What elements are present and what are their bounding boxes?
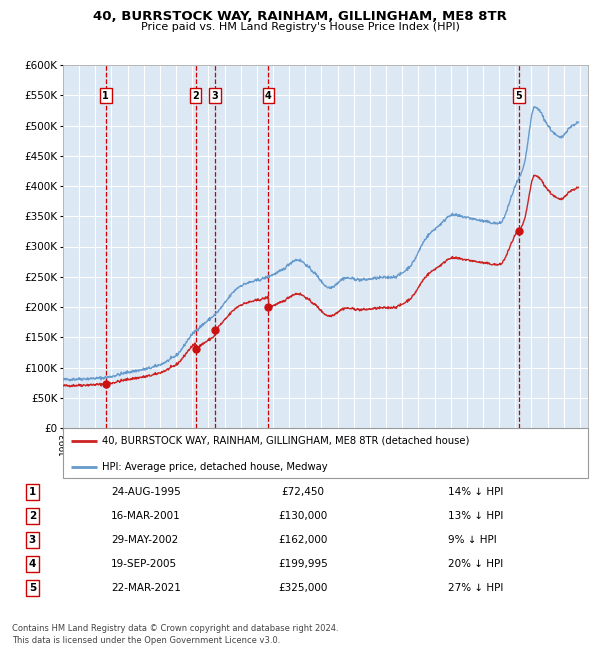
Text: 19-SEP-2005: 19-SEP-2005 [111,559,177,569]
Text: 5: 5 [515,91,522,101]
FancyBboxPatch shape [63,428,588,478]
Text: 2: 2 [192,91,199,101]
Text: 40, BURRSTOCK WAY, RAINHAM, GILLINGHAM, ME8 8TR (detached house): 40, BURRSTOCK WAY, RAINHAM, GILLINGHAM, … [103,436,470,445]
Text: 29-MAY-2002: 29-MAY-2002 [111,535,178,545]
Text: 3: 3 [29,535,36,545]
Text: 16-MAR-2001: 16-MAR-2001 [111,511,181,521]
Text: 5: 5 [29,583,36,593]
Text: £162,000: £162,000 [278,535,328,545]
Text: 24-AUG-1995: 24-AUG-1995 [111,487,181,497]
Text: 27% ↓ HPI: 27% ↓ HPI [449,583,504,593]
Text: 40, BURRSTOCK WAY, RAINHAM, GILLINGHAM, ME8 8TR: 40, BURRSTOCK WAY, RAINHAM, GILLINGHAM, … [93,10,507,23]
Text: Contains HM Land Registry data © Crown copyright and database right 2024.
This d: Contains HM Land Registry data © Crown c… [12,624,338,645]
Text: £325,000: £325,000 [278,583,328,593]
Text: 14% ↓ HPI: 14% ↓ HPI [449,487,504,497]
Text: 2: 2 [29,511,36,521]
Text: HPI: Average price, detached house, Medway: HPI: Average price, detached house, Medw… [103,462,328,472]
Text: £130,000: £130,000 [278,511,328,521]
Text: 4: 4 [29,559,36,569]
Text: 9% ↓ HPI: 9% ↓ HPI [449,535,497,545]
Text: 22-MAR-2021: 22-MAR-2021 [111,583,181,593]
Text: £72,450: £72,450 [281,487,325,497]
Text: 13% ↓ HPI: 13% ↓ HPI [449,511,504,521]
Text: Price paid vs. HM Land Registry's House Price Index (HPI): Price paid vs. HM Land Registry's House … [140,22,460,32]
Text: £199,995: £199,995 [278,559,328,569]
Text: 1: 1 [29,487,36,497]
Text: 20% ↓ HPI: 20% ↓ HPI [449,559,504,569]
Text: 4: 4 [265,91,272,101]
Text: 3: 3 [212,91,218,101]
Text: 1: 1 [103,91,109,101]
